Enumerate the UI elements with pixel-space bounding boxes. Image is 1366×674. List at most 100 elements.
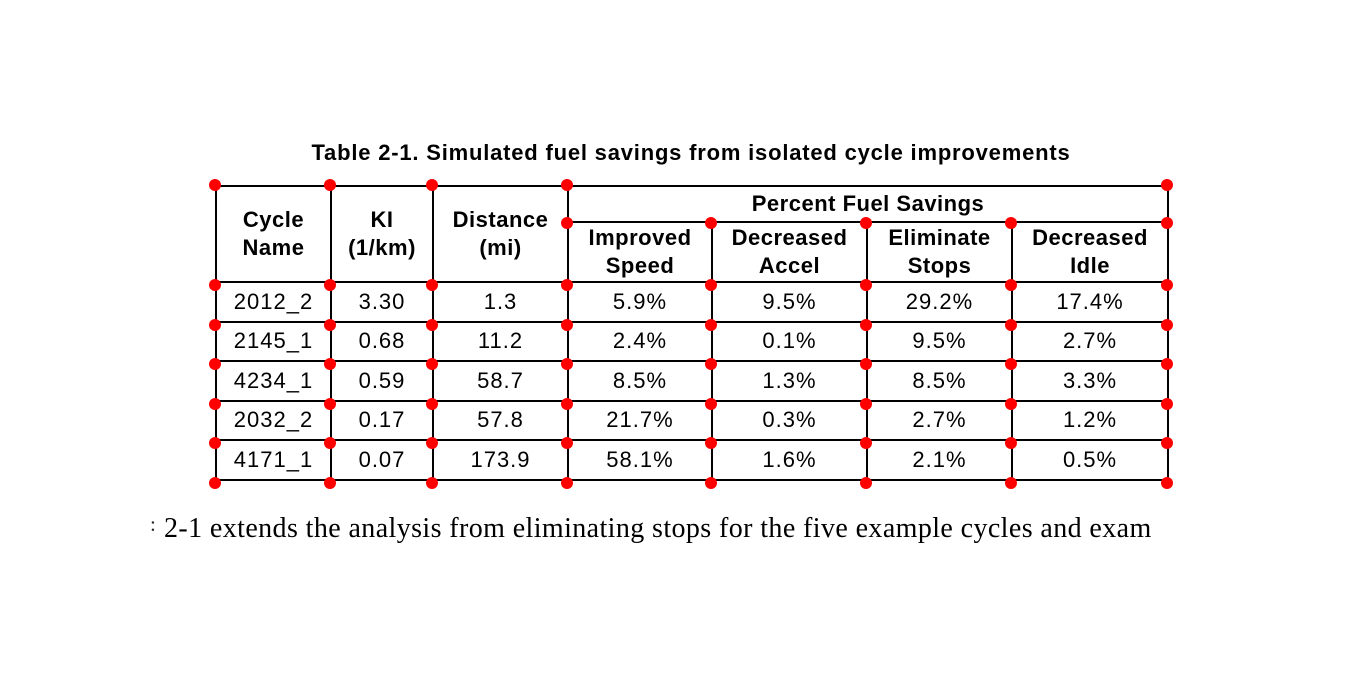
table-cell: 9.5% xyxy=(711,281,868,323)
grid-corner-dot[interactable] xyxy=(1161,179,1173,191)
grid-corner-dot[interactable] xyxy=(1161,358,1173,371)
table-cell: 1.3 xyxy=(432,281,569,323)
grid-corner-dot[interactable] xyxy=(860,358,872,371)
grid-corner-dot[interactable] xyxy=(705,397,717,410)
table-cell: 3.3% xyxy=(1010,360,1170,402)
grid-corner-dot[interactable] xyxy=(1161,217,1173,229)
table-cell: 1.3% xyxy=(711,360,868,402)
grid-corner-dot[interactable] xyxy=(860,477,872,489)
table-cell: 0.68 xyxy=(330,320,434,362)
grid-corner-dot[interactable] xyxy=(209,279,221,291)
grid-corner-dot[interactable] xyxy=(705,279,717,291)
table-cell: 0.3% xyxy=(711,399,868,441)
grid-corner-dot[interactable] xyxy=(209,477,221,489)
grid-corner-dot[interactable] xyxy=(426,358,438,371)
table-row: 2012_2 3.30 1.3 5.9% 9.5% 29.2% 17.4% xyxy=(215,281,1170,323)
table-cell: 29.2% xyxy=(866,281,1013,323)
grid-corner-dot[interactable] xyxy=(561,179,573,191)
grid-corner-dot[interactable] xyxy=(426,279,438,291)
grid-corner-dot[interactable] xyxy=(324,358,336,371)
grid-corner-dot[interactable] xyxy=(209,179,221,191)
grid-corner-dot[interactable] xyxy=(324,397,336,410)
grid-corner-dot[interactable] xyxy=(561,477,573,489)
col-header-eliminate-stops: Eliminate Stops xyxy=(866,221,1013,283)
table-cell: 0.5% xyxy=(1010,439,1170,481)
grid-corner-dot[interactable] xyxy=(1005,217,1017,229)
table-cell: 58.7 xyxy=(432,360,569,402)
table-cell: 21.7% xyxy=(567,399,713,441)
grid-corner-dot[interactable] xyxy=(1005,477,1017,489)
grid-corner-dot[interactable] xyxy=(705,437,717,450)
grid-corner-dot[interactable] xyxy=(324,477,336,489)
table-row: 4171_1 0.07 173.9 58.1% 1.6% 2.1% 0.5% xyxy=(215,439,1170,481)
grid-corner-dot[interactable] xyxy=(705,217,717,229)
grid-corner-dot[interactable] xyxy=(209,437,221,450)
grid-corner-dot[interactable] xyxy=(426,397,438,410)
table-cell: 0.17 xyxy=(330,399,434,441)
grid-corner-dot[interactable] xyxy=(860,397,872,410)
grid-corner-dot[interactable] xyxy=(860,318,872,331)
grid-corner-dot[interactable] xyxy=(1161,397,1173,410)
grid-corner-dot[interactable] xyxy=(860,279,872,291)
table-cell: 2032_2 xyxy=(215,399,332,441)
grid-corner-dot[interactable] xyxy=(209,358,221,371)
grid-corner-dot[interactable] xyxy=(561,217,573,229)
table-row: 4234_1 0.59 58.7 8.5% 1.3% 8.5% 3.3% xyxy=(215,360,1170,402)
table-cell: 8.5% xyxy=(866,360,1013,402)
table-cell: 2.1% xyxy=(866,439,1013,481)
grid-corner-dot[interactable] xyxy=(705,358,717,371)
grid-corner-dot[interactable] xyxy=(209,397,221,410)
table-cell: 1.2% xyxy=(1010,399,1170,441)
table-cell: 58.1% xyxy=(567,439,713,481)
table-cell: 17.4% xyxy=(1010,281,1170,323)
col-header-decreased-accel: Decreased Accel xyxy=(711,221,868,283)
body-text: 2-1 extends the analysis from eliminatin… xyxy=(164,513,1152,544)
grid-corner-dot[interactable] xyxy=(1161,279,1173,291)
table-cell: 0.59 xyxy=(330,360,434,402)
grid-corner-dot[interactable] xyxy=(324,318,336,331)
table-cell: 2145_1 xyxy=(215,320,332,362)
clipped-text-fragment: : xyxy=(150,512,156,536)
grid-corner-dot[interactable] xyxy=(1005,358,1017,371)
grid-corner-dot[interactable] xyxy=(209,318,221,331)
grid-corner-dot[interactable] xyxy=(324,179,336,191)
col-header-cycle-name: Cycle Name xyxy=(215,185,332,283)
grid-corner-dot[interactable] xyxy=(561,397,573,410)
table-cell: 2012_2 xyxy=(215,281,332,323)
table-cell: 2.7% xyxy=(1010,320,1170,362)
grid-corner-dot[interactable] xyxy=(561,279,573,291)
table-cell: 3.30 xyxy=(330,281,434,323)
grid-corner-dot[interactable] xyxy=(426,437,438,450)
grid-corner-dot[interactable] xyxy=(1161,477,1173,489)
table-cell: 1.6% xyxy=(711,439,868,481)
grid-corner-dot[interactable] xyxy=(561,318,573,331)
grid-corner-dot[interactable] xyxy=(860,217,872,229)
grid-corner-dot[interactable] xyxy=(426,477,438,489)
col-header-decreased-idle: Decreased Idle xyxy=(1010,221,1170,283)
grid-corner-dot[interactable] xyxy=(705,318,717,331)
grid-corner-dot[interactable] xyxy=(1161,318,1173,331)
grid-corner-dot[interactable] xyxy=(1005,437,1017,450)
col-header-ki: KI (1/km) xyxy=(330,185,434,283)
table-cell: 9.5% xyxy=(866,320,1013,362)
grid-corner-dot[interactable] xyxy=(1005,397,1017,410)
grid-corner-dot[interactable] xyxy=(1005,279,1017,291)
grid-corner-dot[interactable] xyxy=(561,358,573,371)
grid-corner-dot[interactable] xyxy=(705,477,717,489)
table-row: 2032_2 0.17 57.8 21.7% 0.3% 2.7% 1.2% xyxy=(215,399,1170,441)
table-row: 2145_1 0.68 11.2 2.4% 0.1% 9.5% 2.7% xyxy=(215,320,1170,362)
table-cell: 173.9 xyxy=(432,439,569,481)
grid-corner-dot[interactable] xyxy=(324,279,336,291)
grid-corner-dot[interactable] xyxy=(324,437,336,450)
table-cell: 57.8 xyxy=(432,399,569,441)
grid-corner-dot[interactable] xyxy=(426,179,438,191)
grid-corner-dot[interactable] xyxy=(1005,318,1017,331)
table-cell: 5.9% xyxy=(567,281,713,323)
body-text-line: :2-1 extends the analysis from eliminati… xyxy=(150,512,1152,545)
grid-corner-dot[interactable] xyxy=(561,437,573,450)
fuel-savings-table: Cycle Name KI (1/km) Distance (mi) Perce… xyxy=(215,185,1170,481)
grid-corner-dot[interactable] xyxy=(860,437,872,450)
col-header-distance: Distance (mi) xyxy=(432,185,569,283)
grid-corner-dot[interactable] xyxy=(1161,437,1173,450)
grid-corner-dot[interactable] xyxy=(426,318,438,331)
